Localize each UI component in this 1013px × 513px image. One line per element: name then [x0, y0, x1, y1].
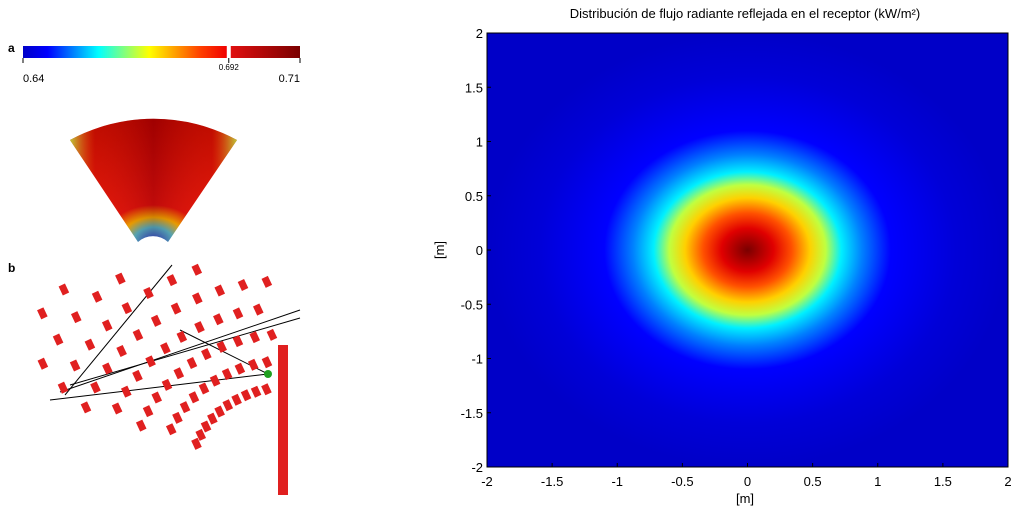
y-tick-label: 0: [476, 243, 483, 258]
heatmap: [487, 33, 1008, 467]
heliostat-field: [37, 264, 300, 495]
y-tick-label: -1: [471, 352, 483, 367]
y-axis-label: [m]: [432, 241, 447, 259]
heliostat: [102, 319, 113, 331]
heliostat: [71, 311, 82, 323]
heliostat: [241, 389, 252, 401]
heliostat: [81, 401, 92, 413]
heliostat: [166, 423, 177, 435]
heliostat: [116, 345, 127, 357]
heliostat: [187, 357, 198, 369]
heliostat: [133, 329, 144, 341]
heliostat: [121, 386, 132, 398]
colorbar-tick-label: 0.692: [219, 63, 240, 72]
heliostat: [201, 348, 212, 360]
heliostat: [213, 313, 224, 325]
heliostat: [180, 401, 191, 413]
heliostat: [235, 363, 246, 375]
heliostat: [249, 331, 260, 343]
heliostat: [145, 355, 156, 367]
colorbar-segment: [231, 46, 300, 58]
heliostat: [214, 285, 225, 297]
heliostat: [191, 264, 202, 276]
heliostat: [199, 382, 210, 394]
y-tick-label: -0.5: [461, 297, 483, 312]
heliostat: [151, 392, 162, 404]
heliostat: [132, 370, 143, 382]
heliostat: [214, 406, 225, 418]
y-tick-label: 1: [476, 135, 483, 150]
panel-label: b: [8, 261, 15, 275]
heliostat: [251, 386, 262, 398]
heliostat: [151, 315, 162, 327]
heliostat: [58, 382, 69, 394]
heliostat: [210, 375, 221, 387]
heliostat: [267, 329, 278, 341]
heliostat: [253, 304, 264, 316]
x-tick-label: 0: [744, 474, 751, 489]
heliostat: [262, 276, 273, 288]
x-tick-label: -0.5: [671, 474, 693, 489]
x-tick-label: -1.5: [541, 474, 563, 489]
colorbar-tick-label: 0.64: [23, 73, 44, 85]
heliostat: [143, 405, 154, 417]
heliostat: [136, 420, 147, 432]
heliostat: [231, 394, 242, 406]
heliostat: [194, 321, 205, 333]
heliostat: [207, 413, 218, 425]
heliostat: [122, 302, 133, 314]
heliostat: [160, 342, 171, 354]
heliostat: [171, 303, 182, 315]
heliostat: [53, 334, 64, 346]
heliostat: [261, 383, 272, 395]
y-tick-label: 2: [476, 26, 483, 41]
heliostat: [92, 291, 103, 303]
heliostat: [172, 412, 183, 424]
heliostat: [38, 358, 49, 370]
heliostat: [37, 307, 48, 319]
heliostat: [238, 279, 249, 291]
heliostat: [189, 391, 200, 403]
figure: a b Distribución de flujo radiante refle…: [0, 0, 1013, 513]
heliostat: [59, 283, 70, 295]
chart-title: Distribución de flujo radiante reflejada…: [570, 6, 920, 21]
y-tick-label: -1.5: [461, 406, 483, 421]
heliostat: [192, 292, 203, 304]
fan-map: [70, 119, 237, 242]
heliostat: [162, 379, 173, 391]
x-axis-label: [m]: [736, 491, 754, 506]
colorbar-segment: [23, 46, 227, 58]
heliostat: [90, 381, 101, 393]
heliostat: [233, 307, 244, 319]
heliostat: [85, 339, 96, 351]
heliostat: [70, 359, 81, 371]
heliostat: [216, 341, 227, 353]
heliostat: [112, 402, 123, 414]
y-tick-label: 0.5: [465, 189, 483, 204]
y-tick-label: -2: [471, 460, 483, 475]
heliostat: [222, 399, 233, 411]
x-tick-label: 1: [874, 474, 881, 489]
x-tick-label: 2: [1004, 474, 1011, 489]
heliostat: [115, 273, 126, 285]
x-tick-label: 0.5: [804, 474, 822, 489]
x-tick-label: -2: [481, 474, 493, 489]
panel-label: a: [8, 41, 15, 55]
y-tick-label: 1.5: [465, 80, 483, 95]
colorbar-tick-label: 0.71: [279, 73, 300, 85]
x-tick-label: -1: [611, 474, 623, 489]
heliostat: [174, 367, 185, 379]
x-tick-label: 1.5: [934, 474, 952, 489]
heliostat: [167, 274, 178, 286]
heliostat: [262, 356, 273, 368]
